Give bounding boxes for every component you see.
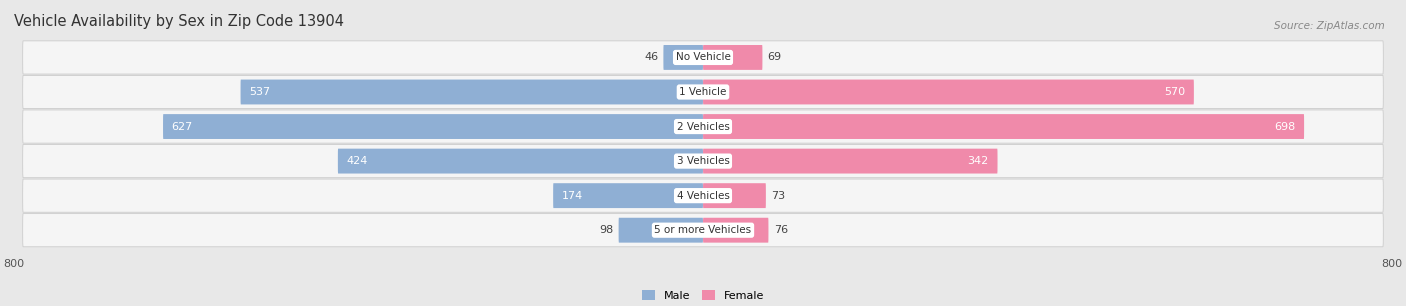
Text: 1 Vehicle: 1 Vehicle [679, 87, 727, 97]
FancyBboxPatch shape [22, 179, 1384, 212]
Text: 174: 174 [562, 191, 583, 201]
Legend: Male, Female: Male, Female [637, 286, 769, 305]
Text: No Vehicle: No Vehicle [675, 52, 731, 62]
Text: 76: 76 [773, 225, 787, 235]
Text: Source: ZipAtlas.com: Source: ZipAtlas.com [1274, 21, 1385, 32]
Text: 98: 98 [599, 225, 613, 235]
FancyBboxPatch shape [553, 183, 703, 208]
FancyBboxPatch shape [22, 75, 1384, 109]
Text: 570: 570 [1164, 87, 1185, 97]
Text: 69: 69 [768, 52, 782, 62]
FancyBboxPatch shape [22, 214, 1384, 247]
Text: 698: 698 [1274, 121, 1295, 132]
Text: 627: 627 [172, 121, 193, 132]
Text: 73: 73 [770, 191, 785, 201]
FancyBboxPatch shape [703, 45, 762, 70]
Text: 46: 46 [644, 52, 658, 62]
FancyBboxPatch shape [703, 80, 1194, 104]
FancyBboxPatch shape [337, 149, 703, 174]
Text: 3 Vehicles: 3 Vehicles [676, 156, 730, 166]
FancyBboxPatch shape [22, 110, 1384, 143]
Text: 342: 342 [967, 156, 988, 166]
FancyBboxPatch shape [703, 114, 1305, 139]
Text: 5 or more Vehicles: 5 or more Vehicles [654, 225, 752, 235]
FancyBboxPatch shape [22, 144, 1384, 178]
Text: Vehicle Availability by Sex in Zip Code 13904: Vehicle Availability by Sex in Zip Code … [14, 13, 344, 28]
FancyBboxPatch shape [703, 183, 766, 208]
FancyBboxPatch shape [619, 218, 703, 243]
Text: 4 Vehicles: 4 Vehicles [676, 191, 730, 201]
FancyBboxPatch shape [163, 114, 703, 139]
FancyBboxPatch shape [703, 218, 769, 243]
FancyBboxPatch shape [664, 45, 703, 70]
FancyBboxPatch shape [240, 80, 703, 104]
FancyBboxPatch shape [703, 149, 997, 174]
Text: 2 Vehicles: 2 Vehicles [676, 121, 730, 132]
FancyBboxPatch shape [22, 41, 1384, 74]
Text: 424: 424 [346, 156, 368, 166]
Text: 537: 537 [249, 87, 270, 97]
